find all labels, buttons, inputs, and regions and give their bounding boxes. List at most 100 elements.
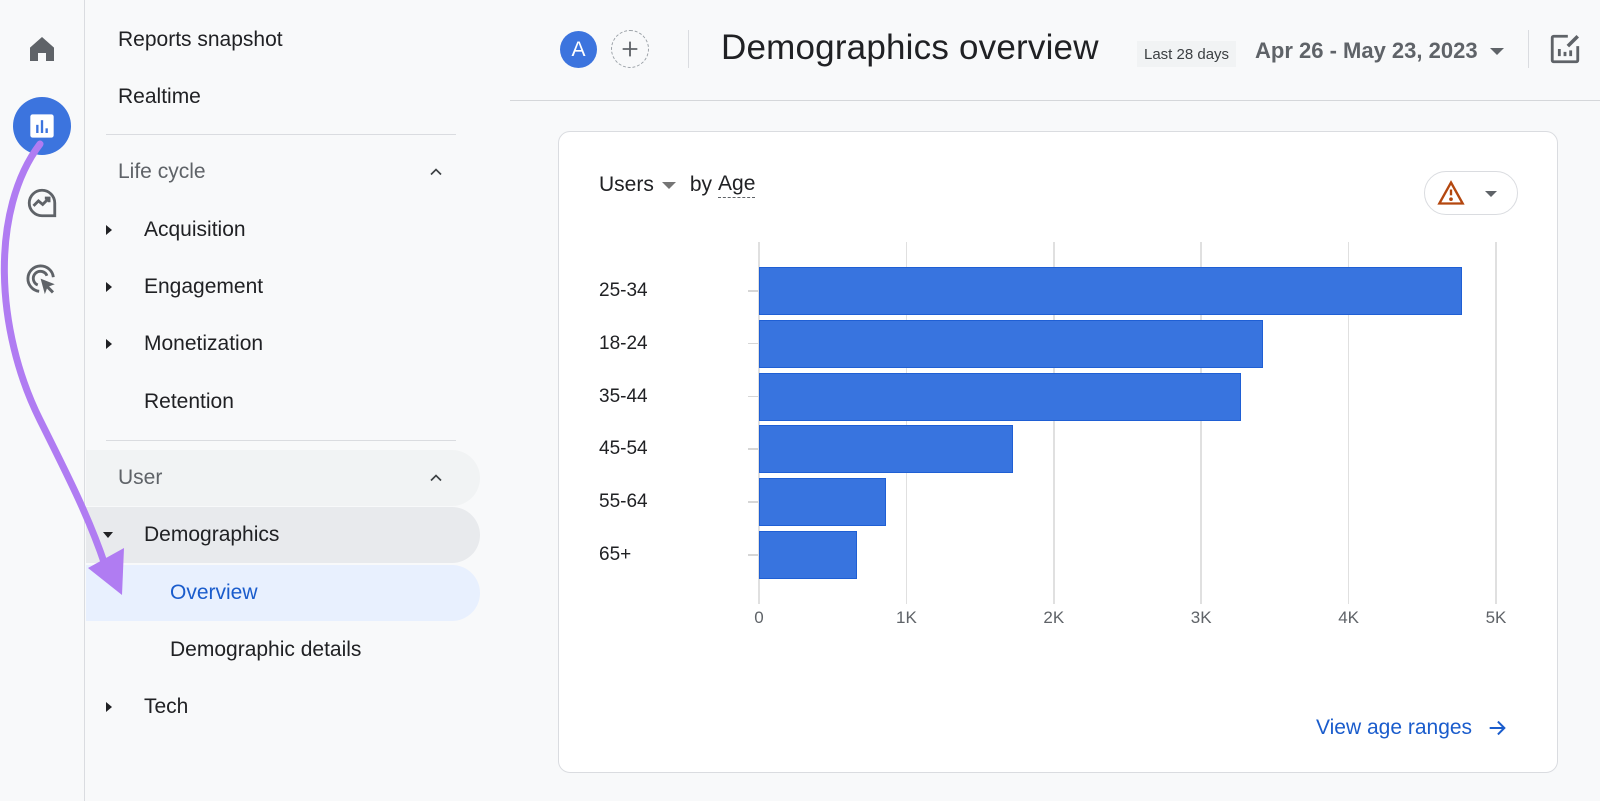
nav-divider	[106, 440, 456, 441]
reports-nav-button[interactable]	[13, 97, 71, 155]
page-title: Demographics overview	[721, 28, 1099, 67]
nav-tech[interactable]: Tech	[86, 679, 480, 735]
y-axis-tick	[748, 395, 758, 398]
nav-demographics[interactable]: Demographics	[86, 507, 480, 563]
nav-label: Realtime	[118, 85, 201, 108]
nav-label: Overview	[170, 581, 258, 604]
section-label: User	[118, 466, 163, 489]
nav-engagement[interactable]: Engagement	[86, 259, 480, 315]
nav-demographic-details[interactable]: Demographic details	[86, 622, 480, 678]
nav-divider	[106, 134, 456, 135]
y-axis-category-label: 18-24	[599, 332, 648, 354]
y-axis-category-label: 25-34	[599, 280, 648, 301]
y-axis-tick	[748, 501, 758, 503]
icon-rail	[0, 0, 85, 801]
nav-reports-snapshot[interactable]: Reports snapshot	[86, 12, 480, 68]
arrow-right-icon	[1489, 720, 1506, 736]
nav-monetization[interactable]: Monetization	[86, 316, 480, 372]
y-axis-category-label: 35-44	[599, 385, 648, 407]
nav-section-lifecycle[interactable]: Life cycle	[86, 144, 480, 200]
bar-25-34[interactable]	[759, 267, 1463, 315]
header-divider	[688, 30, 689, 68]
x-axis-tick-label: 4K	[1338, 608, 1359, 627]
caret-right-icon	[106, 225, 112, 235]
comparison-avatar[interactable]: A	[560, 31, 597, 68]
y-axis-tick	[748, 290, 758, 292]
nav-retention[interactable]: Retention	[86, 374, 480, 430]
chevron-up-icon	[430, 474, 442, 482]
gridline	[1053, 242, 1055, 604]
caret-right-icon	[106, 282, 112, 292]
card-title: Users by Age	[599, 172, 756, 198]
bar-chart-icon	[30, 114, 54, 138]
x-axis-tick-label: 2K	[1043, 608, 1065, 627]
nav-label: Demographics	[144, 523, 280, 546]
plus-icon	[622, 41, 638, 57]
dropdown-arrow-icon	[1485, 191, 1497, 197]
nav-label: Retention	[144, 390, 234, 413]
y-axis-category-label: 65+	[599, 544, 632, 565]
bar-65+[interactable]	[759, 531, 858, 579]
metric-selector[interactable]: Users	[599, 173, 690, 197]
caret-down-icon	[103, 532, 113, 538]
nav-demographics-overview[interactable]: Overview	[86, 565, 480, 621]
header-divider	[1528, 30, 1529, 68]
y-axis-tick	[748, 342, 758, 345]
caret-right-icon	[106, 339, 112, 349]
explore-trend-icon	[27, 188, 57, 218]
add-comparison-button[interactable]	[611, 30, 649, 68]
nav-acquisition[interactable]: Acquisition	[86, 202, 480, 258]
page-header: A Demographics overview Last 28 days Apr…	[510, 0, 1600, 101]
y-axis-category-label: 55-64	[599, 491, 648, 513]
caret-right-icon	[106, 702, 112, 712]
dropdown-arrow-icon	[1489, 47, 1504, 55]
x-axis-tick-label: 5K	[1485, 608, 1507, 627]
date-range-text: Apr 26 - May 23, 2023	[1255, 38, 1478, 63]
home-icon	[30, 37, 54, 61]
bar-45-54[interactable]	[759, 425, 1013, 474]
bar-35-44[interactable]	[759, 372, 1241, 421]
warning-icon	[1437, 180, 1465, 205]
y-axis-category-label: 45-54	[599, 438, 648, 460]
reports-nav-panel: Reports snapshot Realtime Life cycle Acq…	[86, 0, 486, 801]
x-axis-tick-label: 3K	[1190, 608, 1212, 627]
dimension-selector[interactable]: Age	[718, 172, 756, 198]
gridline	[905, 242, 908, 604]
target-cursor-icon	[26, 264, 55, 295]
x-axis-tick-label: 1K	[895, 608, 917, 627]
chevron-up-icon	[430, 168, 442, 176]
explore-nav-button[interactable]	[13, 174, 71, 232]
nav-section-user[interactable]: User	[86, 450, 480, 506]
view-age-ranges-link[interactable]: View age ranges	[1316, 716, 1508, 740]
nav-label: Engagement	[144, 275, 264, 298]
gridline	[758, 242, 760, 604]
x-axis-tick-label: 0	[754, 608, 764, 627]
link-label: View age ranges	[1316, 716, 1473, 739]
bar-18-24[interactable]	[759, 319, 1264, 368]
gridline	[1495, 242, 1497, 604]
customize-report-button[interactable]	[1548, 32, 1582, 71]
gridline	[1200, 242, 1202, 604]
nav-label: Acquisition	[144, 218, 246, 241]
y-axis-tick	[748, 448, 758, 450]
users-by-age-chart: 0 1K 2K 3K 4K 5K 25-34 18-24 35-44 45-54 55-64 65+	[559, 132, 1559, 774]
advertising-nav-button[interactable]	[13, 251, 71, 309]
bar-55-64[interactable]	[759, 478, 886, 527]
nav-label: Reports snapshot	[118, 28, 283, 51]
edit-chart-icon	[1550, 34, 1580, 64]
date-range-picker[interactable]: Apr 26 - May 23, 2023	[1255, 38, 1504, 64]
by-label: by	[689, 173, 713, 196]
nav-realtime[interactable]: Realtime	[86, 69, 480, 125]
nav-label: Tech	[144, 695, 189, 718]
home-nav-button[interactable]	[13, 20, 71, 78]
data-quality-button[interactable]	[1424, 171, 1518, 215]
gridline	[1347, 242, 1350, 604]
nav-label: Monetization	[144, 332, 264, 355]
y-axis-tick	[748, 554, 758, 556]
section-label: Life cycle	[118, 160, 206, 183]
nav-label: Demographic details	[170, 638, 362, 661]
users-by-age-card: 0 1K 2K 3K 4K 5K 25-34 18-24 35-44 45-54 55-64 65+ …	[558, 131, 1558, 773]
metric-label: Users	[599, 173, 654, 196]
dropdown-arrow-icon	[661, 181, 676, 189]
date-range-chip: Last 28 days	[1137, 41, 1237, 67]
